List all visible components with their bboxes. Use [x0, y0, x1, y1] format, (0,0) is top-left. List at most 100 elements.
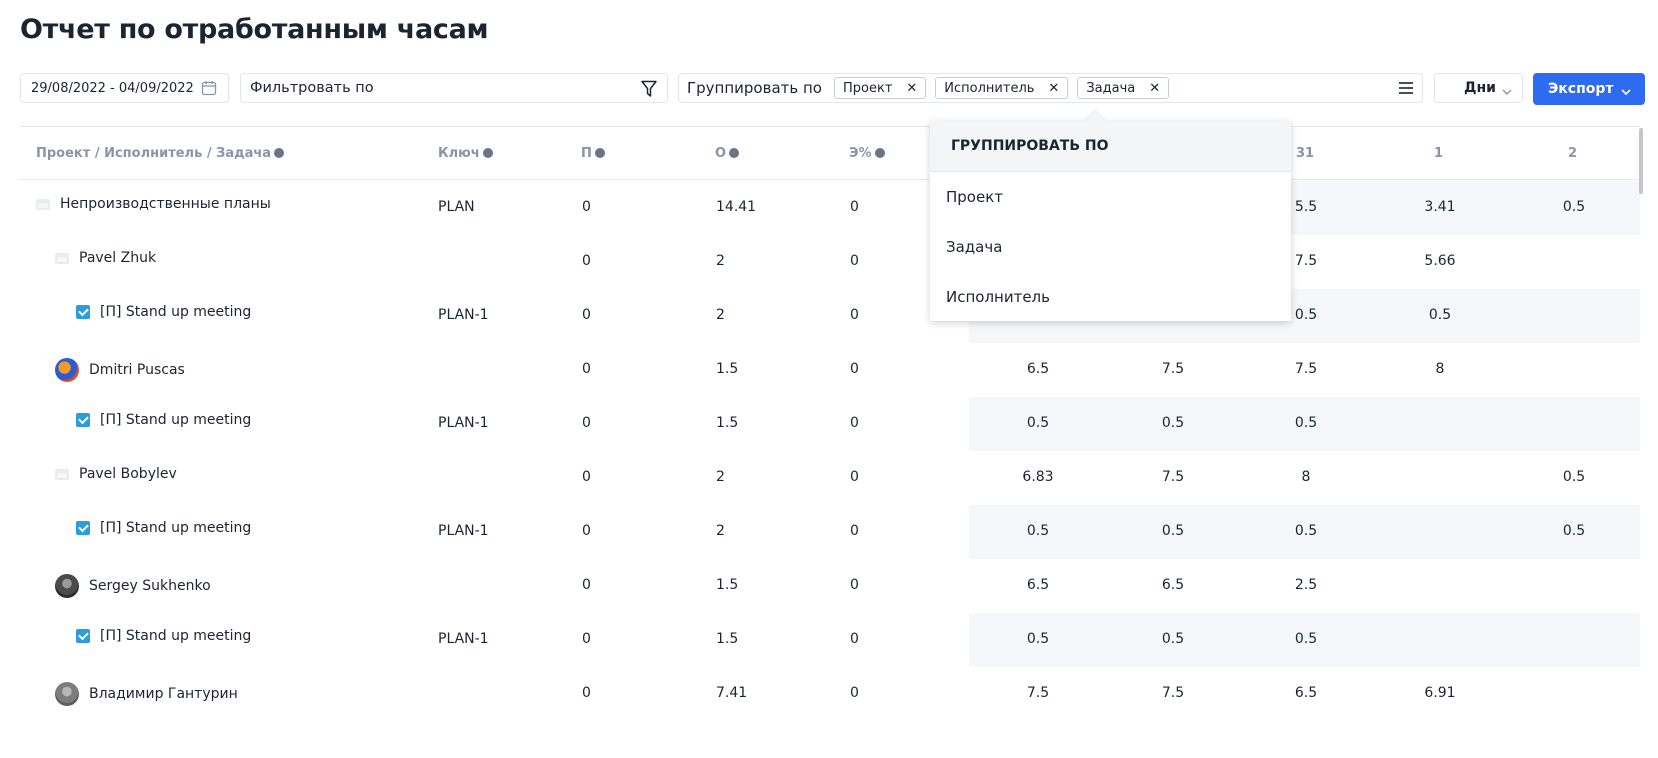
- table-row[interactable]: Pavel Zhuk 0 2 0 7.5 5.66: [20, 235, 1640, 289]
- cell-day: 7.5: [1161, 685, 1185, 701]
- sort-icon[interactable]: [274, 148, 285, 158]
- cell-day: 3.41: [1424, 199, 1456, 215]
- column-header-key[interactable]: Ключ: [438, 146, 493, 161]
- close-icon[interactable]: ✕: [1149, 80, 1161, 96]
- group-chip-project[interactable]: Проект ✕: [833, 77, 927, 99]
- period-value: Дни: [1464, 80, 1496, 96]
- cell-day: 6.5: [1161, 577, 1185, 593]
- page-title: Отчет по отработанным часам: [20, 14, 489, 45]
- cell-p: 0: [582, 361, 591, 377]
- close-icon[interactable]: ✕: [906, 80, 918, 96]
- row-name: [П] Stand up meeting: [100, 412, 252, 428]
- table-row[interactable]: [П] Stand up meeting PLAN-1 0 2 0 0.5 0.5 0.5 0.…: [20, 505, 1640, 559]
- sort-icon[interactable]: [482, 148, 493, 158]
- cell-day: 7.5: [1026, 685, 1050, 701]
- cell-day: 7.5: [1161, 469, 1185, 485]
- date-range-picker[interactable]: 29/08/2022 - 04/09/2022: [20, 73, 229, 103]
- row-name-cell: Pavel Bobylev: [55, 466, 177, 482]
- cell-day: 0.5: [1026, 523, 1050, 539]
- row-day-shading: [969, 505, 1640, 559]
- cell-p: 0: [582, 523, 591, 539]
- table-row[interactable]: [П] Stand up meeting PLAN-1 0 1.5 0 0.5 0.5 0.5: [20, 613, 1640, 667]
- cell-p: 0: [582, 415, 591, 431]
- vertical-scrollbar[interactable]: [1639, 128, 1643, 194]
- cell-day: 0.5: [1294, 307, 1318, 323]
- chip-label: Проект: [842, 80, 893, 96]
- cell-key: PLAN-1: [438, 523, 489, 539]
- cell-day: 0.5: [1161, 523, 1185, 539]
- cell-day: 2.5: [1294, 577, 1318, 593]
- checkbox-icon[interactable]: [76, 305, 90, 319]
- checkbox-icon[interactable]: [76, 521, 90, 535]
- cell-day: 7.5: [1294, 361, 1318, 377]
- row-name-cell: Непроизводственные планы: [36, 196, 271, 212]
- dropdown-option-task[interactable]: Задача: [946, 238, 1003, 256]
- cell-key: PLAN-1: [438, 307, 489, 323]
- row-name: Непроизводственные планы: [60, 196, 271, 212]
- export-button[interactable]: Экспорт: [1533, 73, 1645, 105]
- cell-day: 0.5: [1161, 415, 1185, 431]
- dropdown-option-project[interactable]: Проект: [946, 188, 1004, 206]
- cell-day: 5.5: [1294, 199, 1318, 215]
- table-header: Проект / Исполнитель / Задача Ключ П О Э…: [20, 126, 1640, 180]
- cell-day: 8: [1435, 361, 1445, 377]
- column-header-o[interactable]: О: [715, 146, 740, 161]
- cell-p: 0: [582, 577, 591, 593]
- cell-o: 2: [716, 523, 725, 539]
- row-name-cell: Dmitri Puscas: [55, 358, 185, 382]
- checkbox-icon[interactable]: [76, 413, 90, 427]
- row-name: Sergey Sukhenko: [89, 578, 211, 594]
- table-row[interactable]: Dmitri Puscas 0 1.5 0 6.5 7.5 7.5 8: [20, 343, 1640, 397]
- cell-day: 6.5: [1026, 577, 1050, 593]
- cell-day: 0.5: [1294, 415, 1318, 431]
- cell-day: 0.5: [1026, 415, 1050, 431]
- filter-icon[interactable]: [641, 80, 657, 102]
- table-row[interactable]: [П] Stand up meeting PLAN-1 0 1.5 0 0.5 0.5 0.5: [20, 397, 1640, 451]
- dropdown-option-assignee[interactable]: Исполнитель: [946, 288, 1050, 306]
- group-chip-assignee[interactable]: Исполнитель ✕: [935, 77, 1069, 99]
- group-by-field[interactable]: Группировать по Проект ✕ Исполнитель ✕ З…: [678, 73, 1423, 103]
- column-header-day: 1: [1434, 146, 1444, 161]
- sort-icon[interactable]: [729, 148, 740, 158]
- row-name: [П] Stand up meeting: [100, 304, 252, 320]
- row-name-cell: [П] Stand up meeting: [76, 520, 251, 536]
- cell-day: 0.5: [1294, 523, 1318, 539]
- cell-day: 6.5: [1026, 361, 1050, 377]
- table-row[interactable]: Sergey Sukhenko 0 1.5 0 6.5 6.5 2.5: [20, 559, 1640, 613]
- column-header-p[interactable]: П: [581, 146, 605, 161]
- table-row[interactable]: Владимир Гантурин 0 7.41 0 7.5 7.5 6.5 6.91: [20, 667, 1640, 721]
- hamburger-icon[interactable]: [1398, 81, 1414, 99]
- period-select[interactable]: Дни: [1434, 73, 1523, 103]
- row-name: [П] Stand up meeting: [100, 628, 252, 644]
- table-row[interactable]: Непроизводственные планы PLAN 0 14.41 0 5.5 3.…: [20, 181, 1640, 235]
- close-icon[interactable]: ✕: [1048, 80, 1060, 96]
- table-row[interactable]: [П] Stand up meeting PLAN-1 0 2 0 0.5 0.5: [20, 289, 1640, 343]
- cell-key: PLAN-1: [438, 631, 489, 647]
- group-by-label: Группировать по: [687, 79, 822, 97]
- sort-icon[interactable]: [874, 148, 885, 158]
- table-row[interactable]: Pavel Bobylev 0 2 0 6.83 7.5 8 0.5: [20, 451, 1640, 505]
- checkbox-icon[interactable]: [76, 629, 90, 643]
- row-name-cell: Владимир Гантурин: [55, 682, 238, 706]
- column-header-name[interactable]: Проект / Исполнитель / Задача: [36, 146, 285, 161]
- chip-label: Исполнитель: [944, 80, 1035, 96]
- cell-e: 0: [850, 631, 859, 647]
- cell-o: 7.41: [716, 685, 748, 701]
- column-header-e[interactable]: Э%: [849, 146, 885, 161]
- cell-e: 0: [850, 199, 859, 215]
- cell-e: 0: [850, 523, 859, 539]
- avatar: [55, 682, 79, 706]
- avatar: [55, 358, 79, 382]
- chevron-down-icon: [1621, 84, 1631, 100]
- avatar-placeholder-icon: [55, 468, 69, 480]
- calendar-icon: [201, 80, 217, 100]
- cell-day: 8: [1301, 469, 1311, 485]
- cell-p: 0: [582, 199, 591, 215]
- row-name: Dmitri Puscas: [89, 362, 185, 378]
- group-chip-task[interactable]: Задача ✕: [1077, 77, 1170, 99]
- filter-placeholder: Фильтровать по: [250, 80, 374, 96]
- row-name: [П] Stand up meeting: [100, 520, 252, 536]
- filter-input[interactable]: Фильтровать по: [240, 73, 668, 103]
- row-name: Pavel Zhuk: [79, 250, 157, 266]
- sort-icon[interactable]: [594, 148, 605, 158]
